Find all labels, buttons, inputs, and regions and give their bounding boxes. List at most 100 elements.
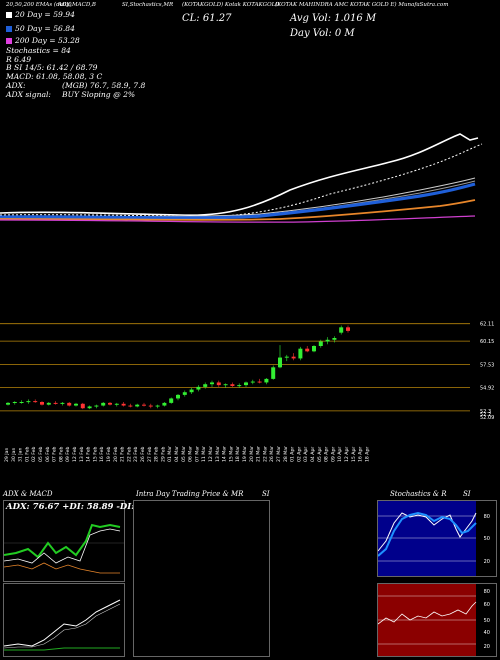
price-label-3: 54.92 bbox=[480, 386, 494, 392]
stoch-tick-20: 20 bbox=[484, 559, 490, 565]
candle bbox=[169, 397, 174, 404]
date-label: 27 Feb bbox=[147, 446, 153, 462]
adx-line-value: (MGB) 76.7, 58.9, 7.8 bbox=[62, 81, 146, 90]
candle bbox=[121, 402, 126, 407]
date-label: 08 Apr bbox=[324, 447, 330, 462]
candlestick-chart: 62.11 60.15 57.53 54.92 52.352.252.09 29 Jan… bbox=[0, 322, 494, 462]
date-label: 18 Mar bbox=[235, 446, 241, 462]
date-label: 29 Feb bbox=[160, 446, 166, 462]
date-label: 03 Apr bbox=[303, 447, 309, 462]
adx-panel-chart bbox=[4, 523, 124, 574]
candle bbox=[87, 405, 92, 410]
candle bbox=[284, 354, 289, 362]
date-label: 26 Mar bbox=[269, 446, 275, 462]
header-symbol: (KOTAKGOLD) Kotak KOTAKGOLD bbox=[182, 2, 280, 8]
si-value: B SI 14/5: 61.42 / 68.79 bbox=[6, 63, 98, 72]
candle bbox=[332, 336, 337, 343]
candle bbox=[244, 381, 248, 387]
date-label: 04 Apr bbox=[310, 447, 316, 462]
candle bbox=[162, 402, 167, 407]
intraday-si-label: SI bbox=[262, 490, 270, 498]
candle bbox=[114, 402, 119, 407]
stoch-tick-50: 50 bbox=[484, 536, 490, 542]
ema-fast-line bbox=[0, 133, 479, 217]
ema-orange-line bbox=[0, 199, 476, 221]
candle bbox=[67, 402, 72, 407]
candle bbox=[264, 378, 269, 385]
date-label: 11 Mar bbox=[201, 446, 207, 462]
candle bbox=[305, 346, 310, 353]
adx-line-label: ADX: bbox=[6, 81, 26, 90]
date-label: 02 Feb bbox=[31, 446, 37, 462]
ema-200-legend: 200 Day = 53.28 bbox=[6, 36, 80, 45]
candle bbox=[108, 402, 112, 406]
date-label: 22 Feb bbox=[126, 446, 132, 462]
date-label: 23 Feb bbox=[133, 446, 139, 462]
date-label: 16 Feb bbox=[99, 446, 105, 462]
date-label: 12 Apr bbox=[344, 447, 350, 462]
avg-volume: Avg Vol: 1.016 M bbox=[290, 13, 377, 24]
candle bbox=[26, 399, 31, 404]
candles bbox=[6, 325, 350, 410]
rsi-panel: 80 60 50 40 20 bbox=[377, 583, 497, 657]
header-company: (KOTAK MAHINDRA AMC KOTAK GOLD E) Munafa… bbox=[275, 2, 449, 8]
rsi-tick-40: 40 bbox=[484, 630, 490, 636]
date-label: 20 Feb bbox=[113, 446, 119, 462]
candle bbox=[291, 353, 296, 361]
date-label: 04 Mar bbox=[174, 446, 180, 462]
rsi-line bbox=[377, 601, 477, 625]
ema-blue-line bbox=[0, 182, 476, 220]
r-value: R 6.49 bbox=[6, 55, 32, 64]
date-label: 10 Apr bbox=[337, 447, 343, 462]
candle bbox=[189, 387, 194, 394]
stochastics-panel: 80 50 20 bbox=[377, 500, 497, 577]
intraday-panel bbox=[133, 500, 270, 657]
candle bbox=[230, 382, 235, 387]
stoch-d-line bbox=[377, 511, 477, 557]
rsi-panel-chart: 80 60 50 40 20 bbox=[377, 584, 490, 656]
candle bbox=[216, 380, 221, 387]
candle bbox=[142, 402, 146, 407]
date-label: 30 Jan bbox=[11, 448, 17, 462]
date-label: 28 Feb bbox=[154, 446, 160, 462]
date-label: 13 Feb bbox=[79, 446, 85, 462]
date-label: 29 Jan bbox=[4, 448, 10, 462]
adx-line-1 bbox=[4, 523, 121, 559]
candle bbox=[210, 380, 214, 387]
date-label: 19 Mar bbox=[242, 446, 248, 462]
date-label: 14 Mar bbox=[222, 446, 228, 462]
macd-zero-line bbox=[4, 647, 120, 651]
date-label: 07 Feb bbox=[52, 446, 58, 462]
candle bbox=[94, 404, 99, 409]
candle bbox=[128, 403, 133, 408]
date-label: 21 Mar bbox=[256, 446, 262, 462]
candle bbox=[257, 378, 262, 384]
day-volume: Day Vol: 0 M bbox=[290, 28, 355, 39]
date-label: 08 Feb bbox=[58, 446, 64, 462]
date-label: 15 Mar bbox=[228, 446, 234, 462]
price-label-6: 52.09 bbox=[480, 415, 494, 421]
adx-line-2 bbox=[4, 528, 121, 564]
price-labels: 62.11 60.15 57.53 54.92 52.352.252.09 bbox=[480, 322, 494, 421]
header-ema-title: 20,50,200 EMAs (daily) bbox=[6, 2, 72, 8]
candle bbox=[312, 345, 316, 353]
candle bbox=[46, 402, 51, 406]
candle bbox=[182, 390, 187, 397]
price-label-2: 57.53 bbox=[480, 362, 494, 368]
adx-readout: ADX: 76.67 +DI: 58.89 -DI: 7.78 bbox=[6, 502, 159, 512]
date-label: 18 Apr bbox=[364, 447, 370, 462]
rsi-tick-80: 80 bbox=[484, 589, 490, 595]
ema-20-swatch bbox=[6, 12, 12, 18]
stochastics-panel-title: Stochastics & R bbox=[390, 490, 447, 498]
adx-panel-title: ADX & MACD bbox=[3, 490, 53, 498]
candle bbox=[278, 345, 282, 369]
candle bbox=[176, 394, 180, 401]
candle bbox=[196, 385, 201, 392]
ema-50-swatch bbox=[6, 26, 12, 32]
date-label: 12 Feb bbox=[72, 446, 78, 462]
candle bbox=[325, 337, 330, 345]
adx-panel: ADX: 76.67 +DI: 58.89 -DI: 7.78 bbox=[3, 500, 158, 582]
candle bbox=[74, 402, 78, 407]
date-label: 28 Mar bbox=[283, 446, 289, 462]
date-label: 02 Apr bbox=[296, 447, 302, 462]
